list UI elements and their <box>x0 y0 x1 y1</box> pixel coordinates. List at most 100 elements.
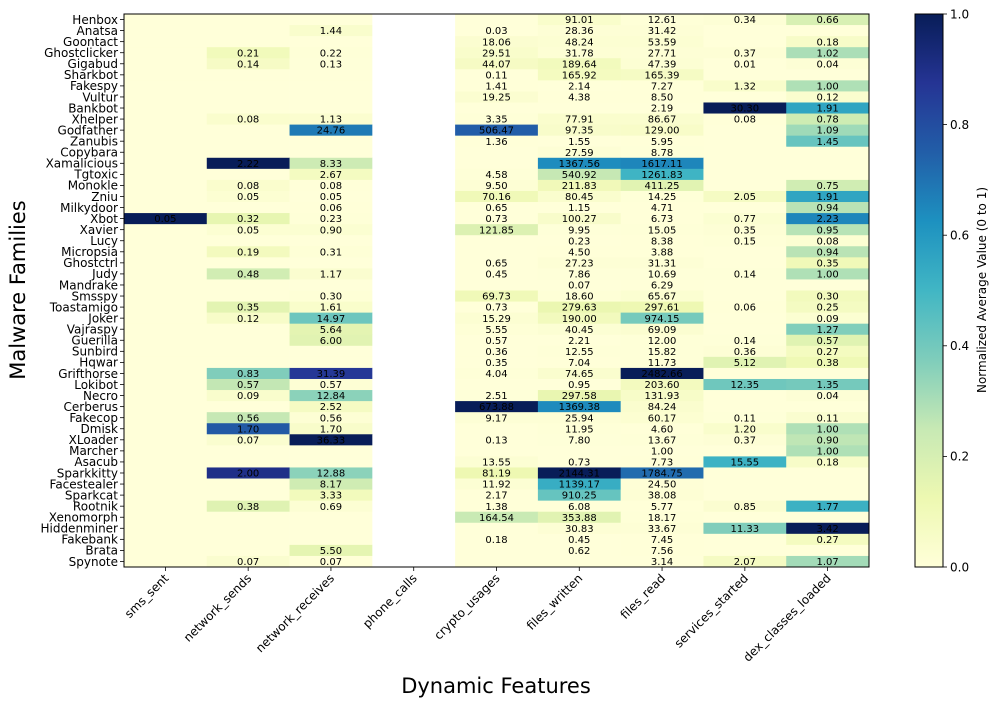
heatmap-cell <box>206 334 290 347</box>
heatmap-cell <box>703 356 787 369</box>
y-tick-label: Bankbot <box>68 101 118 115</box>
cell-value-label: 0.85 <box>734 502 756 513</box>
heatmap-cell <box>206 467 290 479</box>
cell-value-label: 24.50 <box>648 480 677 491</box>
cell-value-label: 8.38 <box>651 236 673 247</box>
heatmap-cell <box>289 168 373 181</box>
cell-value-label: 279.63 <box>562 303 597 314</box>
heatmap-cell <box>620 334 704 347</box>
cell-value-label: 0.15 <box>734 236 756 247</box>
heatmap-cell <box>537 25 622 37</box>
heatmap-cell <box>289 356 373 369</box>
cell-value-label: 4.58 <box>485 170 507 181</box>
heatmap-cell <box>786 91 870 103</box>
heatmap-cell <box>372 58 456 70</box>
heatmap-cell <box>455 489 539 502</box>
heatmap-cell <box>620 356 704 369</box>
heatmap-cell <box>703 390 787 402</box>
heatmap-cell <box>620 544 704 557</box>
y-tick-label: Micropsia <box>61 245 118 259</box>
heatmap-cell <box>289 146 373 159</box>
heatmap-cell <box>206 356 290 369</box>
cell-value-label: 0.95 <box>568 380 590 391</box>
cell-value-label: 0.45 <box>485 270 507 281</box>
heatmap-cell <box>537 312 622 325</box>
heatmap-cell <box>537 367 622 380</box>
heatmap-cell <box>124 25 208 37</box>
colorbar-ticks: 0.0 0.2 0.4 0.6 0.8 1.0 <box>943 7 969 574</box>
cell-value-label: 121.85 <box>479 225 514 236</box>
cell-value-label: 2.23 <box>816 214 838 225</box>
heatmap-cell <box>124 36 208 48</box>
heatmap-cell <box>620 456 704 468</box>
cell-value-label: 0.23 <box>568 236 590 247</box>
heatmap-cell <box>537 412 622 424</box>
cell-value-label: 7.45 <box>651 535 673 546</box>
heatmap-cell <box>124 135 208 148</box>
heatmap-cell <box>620 434 704 446</box>
heatmap-cell <box>206 445 290 457</box>
y-tick-label: Vajraspy <box>67 323 118 337</box>
cell-value-label: 0.22 <box>320 48 342 59</box>
cell-value-label: 0.19 <box>237 247 259 258</box>
heatmap-cell <box>703 544 787 557</box>
heatmap-cell <box>206 246 290 258</box>
cell-value-label: 10.69 <box>648 270 677 281</box>
heatmap-cell <box>124 301 208 314</box>
heatmap-cell <box>703 190 787 203</box>
cell-value-label: 0.94 <box>816 203 838 214</box>
cell-value-label: 1.91 <box>816 192 838 203</box>
colorbar-tick-label: 0.0 <box>950 560 969 574</box>
heatmap-cell <box>372 47 456 59</box>
y-tick-label: Tgtoxic <box>73 168 118 182</box>
heatmap-cell <box>537 268 622 280</box>
heatmap-cell <box>703 224 787 236</box>
heatmap-cell <box>455 168 539 181</box>
heatmap-cell <box>206 36 290 48</box>
heatmap-cell <box>703 202 787 214</box>
cell-value-label: 5.55 <box>485 325 507 336</box>
heatmap-cell <box>206 268 290 280</box>
cell-value-label: 5.12 <box>734 358 756 369</box>
heatmap-cell <box>620 124 704 137</box>
cell-value-label: 0.57 <box>320 380 342 391</box>
heatmap-cell <box>455 202 539 214</box>
heatmap-cell <box>124 290 208 302</box>
heatmap-cell <box>703 412 787 424</box>
cell-value-label: 0.57 <box>237 380 259 391</box>
cell-value-label: 0.57 <box>816 336 838 347</box>
cell-value-label: 1369.38 <box>559 402 600 413</box>
heatmap-cell <box>537 456 622 468</box>
heatmap-cell <box>124 14 208 26</box>
cell-value-label: 0.06 <box>320 203 342 214</box>
cell-value-label: 4.04 <box>485 369 507 380</box>
heatmap-cell <box>537 555 622 568</box>
heatmap-cell <box>620 478 704 490</box>
heatmap-cell <box>786 268 870 280</box>
heatmap-cell <box>786 378 870 391</box>
cell-value-label: 15.55 <box>731 458 760 469</box>
y-tick-label: Zniu <box>91 190 118 204</box>
heatmap-cell <box>372 367 456 380</box>
heatmap-cell <box>703 290 787 302</box>
heatmap-cell <box>124 434 208 446</box>
heatmap-cell <box>455 235 539 247</box>
cell-value-label: 1.77 <box>816 502 838 513</box>
heatmap-cell <box>206 14 290 26</box>
cell-value-label: 0.18 <box>485 535 507 546</box>
heatmap-cell <box>703 345 787 358</box>
cell-value-label: 31.78 <box>565 48 594 59</box>
cell-value-label: 297.61 <box>645 303 680 314</box>
heatmap-cell <box>703 555 787 568</box>
heatmap-cell <box>620 135 704 148</box>
heatmap-cell <box>206 478 290 490</box>
heatmap-cell <box>620 555 704 568</box>
cell-value-label: 13.67 <box>648 435 677 446</box>
y-tick-label: Monokle <box>68 179 118 193</box>
y-tick-label: Ghostctrl <box>63 256 118 270</box>
heatmap-cell <box>455 69 539 81</box>
cell-value-label: 1.45 <box>816 137 838 148</box>
heatmap-cell <box>703 434 787 446</box>
heatmap-cell <box>289 412 373 424</box>
heatmap-cell <box>289 91 373 103</box>
